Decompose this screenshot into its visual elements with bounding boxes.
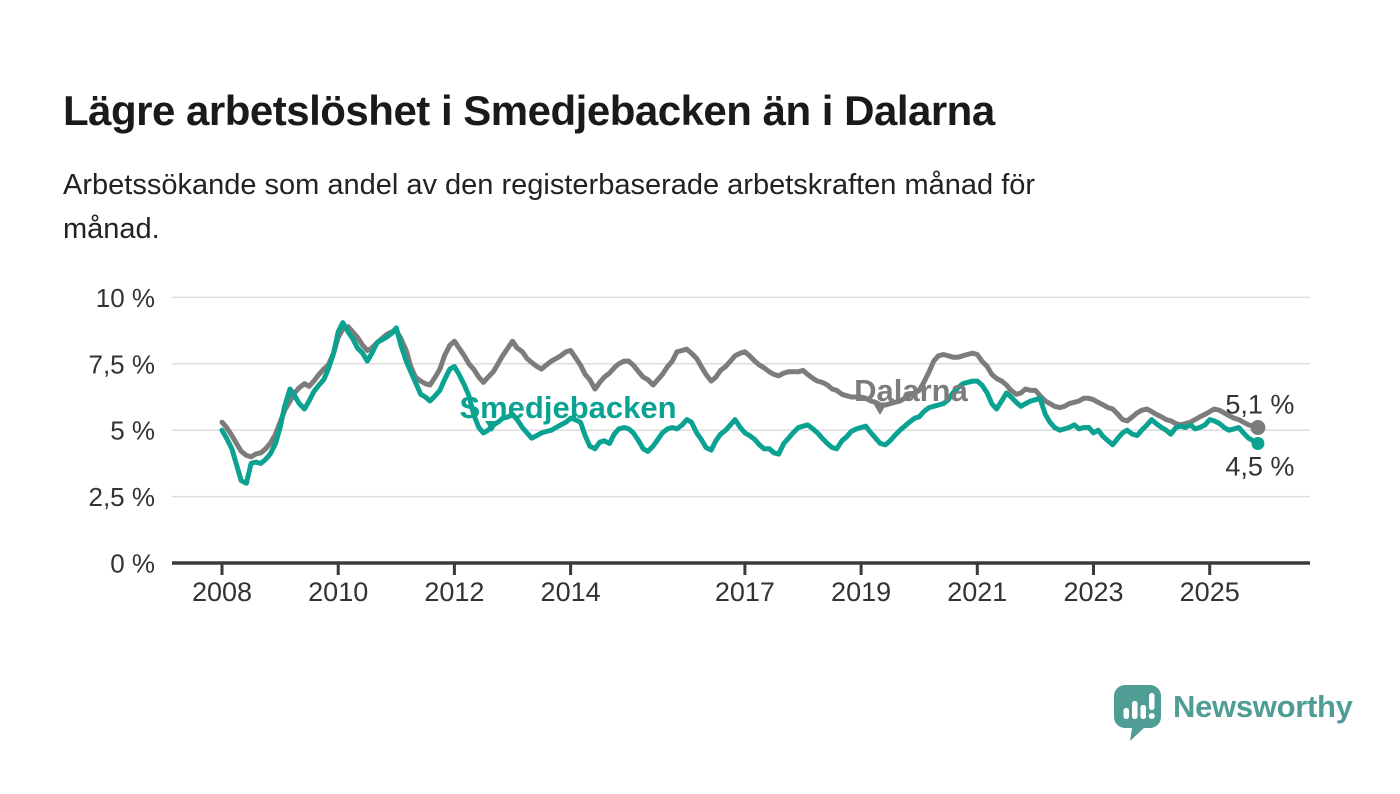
y-tick-label: 2,5 % xyxy=(89,482,156,512)
x-tick-label: 2017 xyxy=(715,577,775,607)
x-tick-label: 2025 xyxy=(1180,577,1240,607)
x-tick-label: 2019 xyxy=(831,577,891,607)
y-tick-label: 0 % xyxy=(110,549,155,579)
series-label-smedjebacken: Smedjebacken xyxy=(459,390,676,425)
y-tick-label: 7,5 % xyxy=(89,349,156,379)
exclamation-dot xyxy=(1148,713,1155,719)
bar-3 xyxy=(1140,705,1146,719)
newsworthy-brand: Newsworthy xyxy=(1113,684,1353,742)
x-tick-label: 2023 xyxy=(1063,577,1123,607)
subtitle-line-2: månad. xyxy=(63,213,160,245)
newsworthy-logo-icon xyxy=(1114,685,1161,741)
subtitle-line-1: Arbetssökande som andel av den registerb… xyxy=(63,169,1036,201)
end-value-label-dalarna: 5,1 % xyxy=(1225,390,1294,420)
bar-2 xyxy=(1132,701,1138,719)
end-value-label-smedjebacken: 4,5 % xyxy=(1225,451,1294,481)
newsworthy-logo-text: Newsworthy xyxy=(1173,689,1353,724)
x-tick-label: 2021 xyxy=(947,577,1007,607)
chart-subtitle: Arbetssökande som andel av den registerb… xyxy=(63,163,1283,251)
series-label-pointer-dalarna xyxy=(873,403,887,415)
y-tick-label: 5 % xyxy=(110,416,155,446)
x-tick-label: 2012 xyxy=(424,577,484,607)
x-tick-label: 2014 xyxy=(541,577,601,607)
series-line-smedjebacken xyxy=(219,320,1261,486)
bar-1 xyxy=(1123,708,1129,719)
y-tick-label: 10 % xyxy=(96,283,155,313)
page-title: Lägre arbetslöshet i Smedjebacken än i D… xyxy=(63,87,995,135)
exclamation-stem xyxy=(1149,693,1155,710)
end-dot-smedjebacken xyxy=(1251,436,1265,450)
x-tick-label: 2010 xyxy=(308,577,368,607)
end-dot-dalarna xyxy=(1250,420,1266,436)
x-tick-label: 2008 xyxy=(192,577,252,607)
series-label-pointer-smedjebacken xyxy=(485,421,499,432)
series-label-dalarna: Dalarna xyxy=(854,373,968,408)
